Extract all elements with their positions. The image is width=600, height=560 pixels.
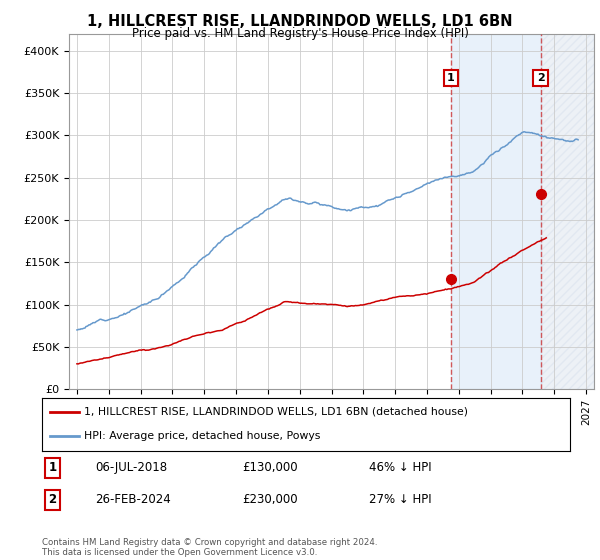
Text: 46% ↓ HPI: 46% ↓ HPI <box>370 461 432 474</box>
Text: 1, HILLCREST RISE, LLANDRINDOD WELLS, LD1 6BN: 1, HILLCREST RISE, LLANDRINDOD WELLS, LD… <box>87 14 513 29</box>
Bar <box>451 34 541 389</box>
Text: 27% ↓ HPI: 27% ↓ HPI <box>370 493 432 506</box>
Text: 06-JUL-2018: 06-JUL-2018 <box>95 461 167 474</box>
Text: 2: 2 <box>49 493 56 506</box>
Text: 2: 2 <box>537 73 545 83</box>
Text: 26-FEB-2024: 26-FEB-2024 <box>95 493 170 506</box>
Text: £230,000: £230,000 <box>242 493 298 506</box>
Text: 1, HILLCREST RISE, LLANDRINDOD WELLS, LD1 6BN (detached house): 1, HILLCREST RISE, LLANDRINDOD WELLS, LD… <box>84 407 468 417</box>
Text: Price paid vs. HM Land Registry's House Price Index (HPI): Price paid vs. HM Land Registry's House … <box>131 27 469 40</box>
Bar <box>541 34 594 389</box>
Text: £130,000: £130,000 <box>242 461 298 474</box>
Text: Contains HM Land Registry data © Crown copyright and database right 2024.
This d: Contains HM Land Registry data © Crown c… <box>42 538 377 557</box>
Text: 1: 1 <box>447 73 455 83</box>
Text: HPI: Average price, detached house, Powys: HPI: Average price, detached house, Powy… <box>84 431 320 441</box>
Text: 1: 1 <box>49 461 56 474</box>
